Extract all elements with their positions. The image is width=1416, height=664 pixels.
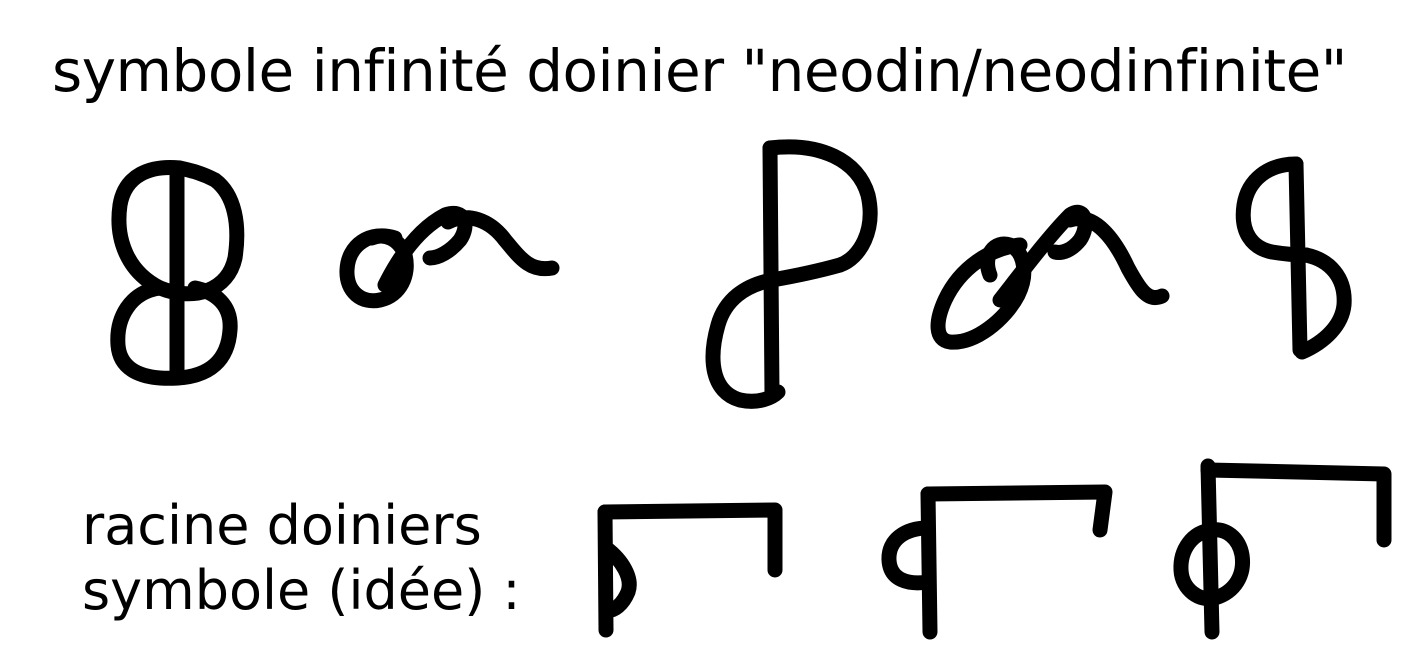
page-title: symbole infinité doinier "neodin/neodinf…	[52, 37, 1347, 105]
roots-caption: racine doiniers symbole (idée) :	[82, 494, 521, 624]
roots-caption-line-1: racine doiniers	[82, 494, 482, 557]
root-symbol-3-icon	[1173, 458, 1392, 640]
roots-caption-line-2: symbole (idée) :	[82, 558, 521, 622]
root-symbol-2-icon	[881, 484, 1113, 640]
infinity-symbol-eight-icon	[110, 160, 245, 386]
handwritten-or-1-icon	[339, 205, 560, 309]
infinity-symbol-stem-icon	[1235, 156, 1352, 360]
root-symbol-1-icon	[597, 502, 783, 638]
infinity-symbol-tall-icon	[705, 139, 878, 409]
handwritten-or-2-icon	[930, 205, 1170, 350]
